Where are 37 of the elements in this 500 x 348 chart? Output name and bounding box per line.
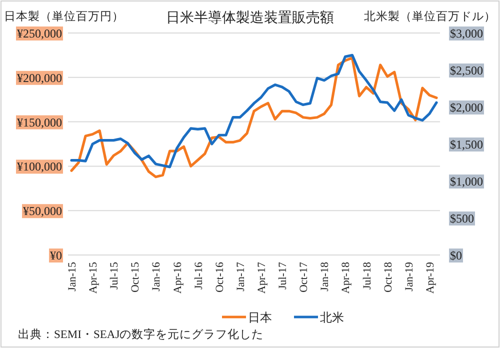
y-tick-label: ¥50,000 [23,204,62,218]
legend-label: 北米 [320,310,344,324]
legend-label: 日本 [248,310,272,324]
x-tick-label: Jan-18 [319,262,332,292]
x-tick-label: Apr-15 [88,262,100,294]
y2-tick-label: $3,000 [450,26,483,40]
x-tick-label: Apr-18 [340,262,352,294]
y-tick-label: ¥200,000 [17,70,62,85]
y2-tick-label: $0 [450,248,462,262]
y-tick-label: ¥100,000 [17,160,62,174]
x-tick-label: Jul-16 [192,262,205,290]
x-tick-label: Apr-17 [256,262,268,294]
chart-title: 日米半導体製造装置販売額 [166,10,334,26]
x-tick-label: Jul-15 [108,262,121,290]
x-tick-label: Jan-19 [403,262,416,292]
x-tick-label: Apr-16 [172,262,184,294]
x-tick-label: Jan-17 [234,262,247,292]
x-tick-label: Jul-17 [277,262,290,290]
x-tick-label: Oct-17 [298,262,310,293]
x-tick-label: Oct-16 [214,262,226,293]
y2-tick-label: $2,500 [450,64,483,78]
y2-tick-label: $2,000 [450,100,483,114]
y2-tick-label: $500 [450,212,474,226]
y2-tick-label: $1,500 [450,138,483,152]
x-tick-label: Jan-16 [150,262,163,292]
y2-axis-title: 北米製（単位百万ドル） [364,10,496,23]
x-tick-label: Oct-15 [130,262,142,293]
x-tick-label: Oct-18 [382,262,394,293]
source-note: 出典：SEMI・SEAJの数字を元にグラフ化した [18,327,264,341]
y-tick-label: ¥250,000 [17,26,62,40]
x-tick-label: Jul-18 [361,262,374,290]
y-axis-title: 日本製（単位百万円） [4,10,124,23]
x-tick-label: Jan-15 [66,262,79,292]
y2-tick-label: $1,000 [450,174,483,188]
x-tick-label: Apr-19 [424,262,436,294]
y-tick-label: ¥0 [50,248,62,262]
y-tick-label: ¥150,000 [17,115,62,130]
